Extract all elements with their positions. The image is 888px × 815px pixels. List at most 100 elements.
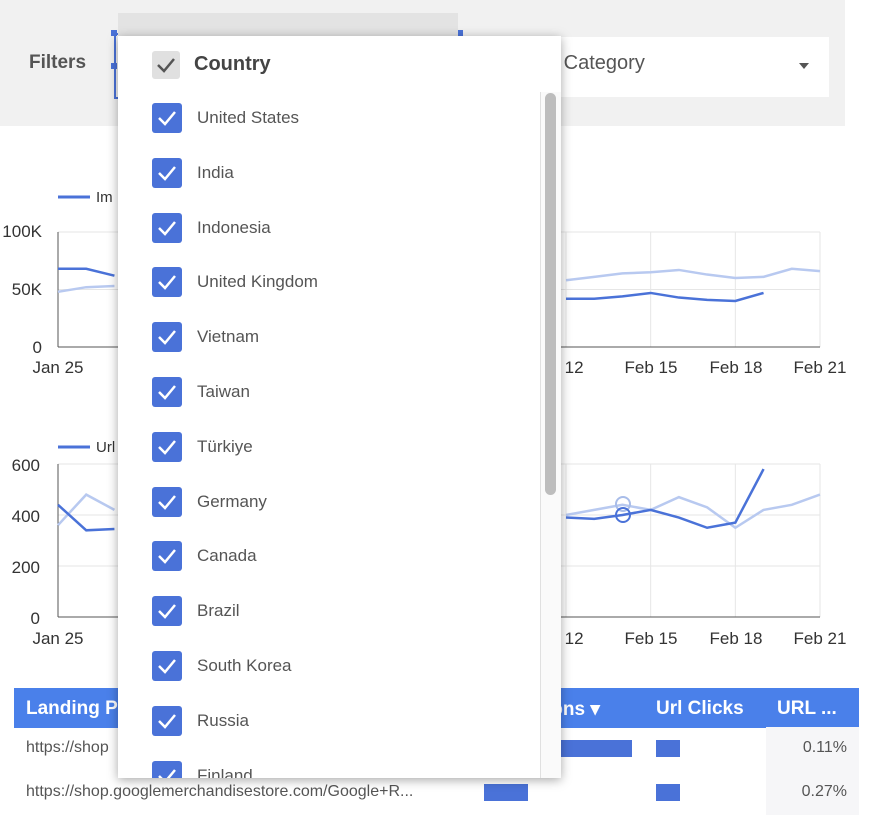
dropdown-arrow-icon [799,63,809,69]
landing-page-url[interactable]: https://shop.googlemerchandisestore.com/… [26,783,414,800]
country-option-label: Canada [197,546,257,566]
y-tick-label: 50K [12,280,43,299]
country-option-label: Indonesia [197,217,271,237]
check-icon [158,494,176,510]
landing-page-url[interactable]: https://shop [26,739,109,756]
country-checkbox[interactable] [152,431,182,462]
url-clicks-bar [656,784,680,801]
y-tick-label: 600 [12,456,40,475]
x-tick-label: Feb 21 [794,629,847,648]
legend-label: Im [96,189,113,206]
x-tick-label: Jan 25 [32,358,83,377]
check-icon [158,549,176,565]
country-option[interactable]: Finland [118,750,538,778]
series-line [57,284,115,294]
country-option[interactable]: Canada [118,530,538,585]
x-tick-label: Feb 21 [794,358,847,377]
country-option[interactable]: United States [118,92,538,147]
y-tick-label: 0 [31,609,40,628]
country-option-label: India [197,162,234,182]
check-icon [158,439,176,455]
series-line [58,267,115,277]
country-option[interactable]: Taiwan [118,366,538,421]
series-line [565,267,821,282]
country-checkbox[interactable] [152,212,182,243]
country-option-label: Russia [197,710,249,730]
scrollbar-thumb[interactable] [545,93,556,495]
resize-handle[interactable] [111,30,117,36]
country-option[interactable]: Vietnam [118,311,538,366]
country-option-label: South Korea [197,656,292,675]
check-icon [158,275,176,291]
country-option-label: Taiwan [197,382,250,401]
check-icon [158,659,176,674]
ctr-value: 0.27% [801,783,847,800]
x-tick-label: Feb 15 [625,629,678,648]
country-checkbox[interactable] [152,377,182,407]
hover-marker [615,507,631,523]
country-option-label: Finland [197,765,253,778]
country-dropdown-menu: Country United States India Indonesia Unite… [118,36,561,778]
resize-handle[interactable] [457,30,463,36]
country-checkbox[interactable] [152,486,182,517]
check-icon [158,768,176,778]
country-checkbox[interactable] [152,596,182,627]
country-checkbox[interactable] [152,705,182,736]
legend-label: Url [96,439,115,456]
check-icon [158,165,176,181]
hover-marker [615,496,631,512]
country-checkbox[interactable] [152,651,182,681]
col-header-url-clicks[interactable]: Url Clicks [656,698,744,719]
y-tick-label: 100K [2,222,42,241]
ctr-cell: 0.27% [766,771,859,815]
check-icon [158,111,176,126]
country-option-label: United States [197,108,300,127]
check-icon [157,58,175,73]
country-option[interactable]: Brazil [118,585,538,640]
x-tick-label: Feb 18 [710,629,763,648]
check-icon [158,330,176,346]
country-checkbox[interactable] [152,267,182,298]
check-icon [158,385,176,400]
filters-label: Filters [29,52,87,73]
select-all-checkbox[interactable] [152,51,180,79]
category-filter-label: e Category [547,52,645,74]
select-all-row[interactable]: Country [118,36,561,92]
series-line [566,291,764,303]
y-tick-label: 0 [33,338,42,357]
y-tick-label: 400 [12,507,40,526]
col-header-landing-page[interactable]: Landing P [26,698,118,719]
x-tick-label: Feb 15 [625,358,678,377]
country-option[interactable]: Russia [118,695,538,750]
country-option[interactable]: Türkiye [118,421,538,476]
country-option-label: Vietnam [197,327,260,347]
check-icon [158,220,176,236]
country-checkbox[interactable] [152,157,182,188]
check-icon [158,604,176,620]
country-option[interactable]: United Kingdom [118,256,538,311]
country-option[interactable]: Indonesia [118,202,538,257]
resize-handle[interactable] [111,63,117,69]
country-checkbox[interactable] [152,322,182,353]
y-tick-label: 200 [12,558,40,577]
country-option-label: Türkiye [197,436,253,456]
ctr-value: 0.11% [802,739,847,756]
url-clicks-bar [656,740,680,757]
series-line [565,493,821,530]
x-tick-label: Feb 18 [710,358,763,377]
country-checkbox[interactable] [152,541,182,572]
series-line [57,503,115,532]
col-header-url-ctr[interactable]: URL ... [777,698,837,719]
x-tick-label: Jan 25 [32,629,83,648]
country-option-label: United Kingdom [197,272,318,292]
country-checkbox[interactable] [152,760,182,778]
table-row[interactable]: https://shop 0.11% [14,727,859,771]
series-line [57,493,116,527]
country-option[interactable]: Germany [118,476,538,531]
country-checkbox[interactable] [152,103,182,133]
dropdown-tab [118,13,458,37]
series-line [565,468,765,530]
country-option-label: Brazil [197,601,240,621]
country-option[interactable]: India [118,147,538,202]
country-option[interactable]: South Korea [118,640,538,695]
